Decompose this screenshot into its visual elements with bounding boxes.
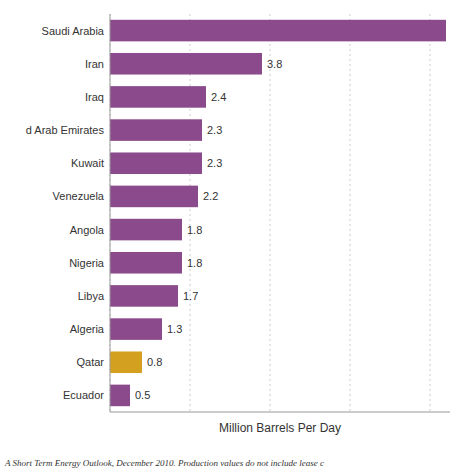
bar [110,385,130,407]
y-tick-label: Kuwait [71,157,104,169]
bar [110,219,182,241]
grid-line [430,14,431,412]
data-label: 0.5 [135,389,150,401]
y-tick-label: Ecuador [63,389,104,401]
bar [110,186,198,208]
data-label: 1.8 [187,224,202,236]
bar [110,119,202,141]
y-tick-label: Angola [70,224,105,236]
bar [110,318,162,340]
y-tick-label: Algeria [70,323,105,335]
bar [110,20,446,42]
y-tick-label: Qatar [76,356,104,368]
footnote: A Short Term Energy Outlook, December 20… [4,458,324,468]
bar [110,152,202,174]
bar [110,86,206,108]
bar [110,53,262,75]
data-label: 1.7 [183,290,198,302]
data-label: 2.3 [207,124,222,136]
bar [110,285,178,307]
y-tick-label: Nigeria [69,257,105,269]
data-label: 0.8 [147,356,162,368]
grid-line [350,14,351,412]
y-tick-label: Iran [85,58,104,70]
grid-line [110,14,111,412]
data-label: 2.3 [207,157,222,169]
y-tick-label: Libya [78,290,105,302]
bar [110,252,182,274]
y-tick-label: Venezuela [53,190,105,202]
bar [110,351,142,373]
data-label: 2.2 [203,190,218,202]
data-label: 2.4 [211,91,226,103]
x-axis-line [110,412,450,413]
data-label: 1.3 [167,323,182,335]
chart: 3.8 2.4 2.3 2.3 2.2 1.8 1.8 1.7 1.3 0.8 0.5 Saudi A… [0,0,474,474]
x-axis-label: Million Barrels Per Day [219,421,341,435]
data-label: 3.8 [267,58,282,70]
y-axis-line [110,14,111,412]
y-tick-label: Iraq [85,91,104,103]
data-label: 1.8 [187,257,202,269]
y-tick-label: d Arab Emirates [26,124,105,136]
grid [110,14,430,412]
bars [110,20,446,406]
grid-line [270,14,271,412]
y-tick-label: Saudi Arabia [42,25,105,37]
